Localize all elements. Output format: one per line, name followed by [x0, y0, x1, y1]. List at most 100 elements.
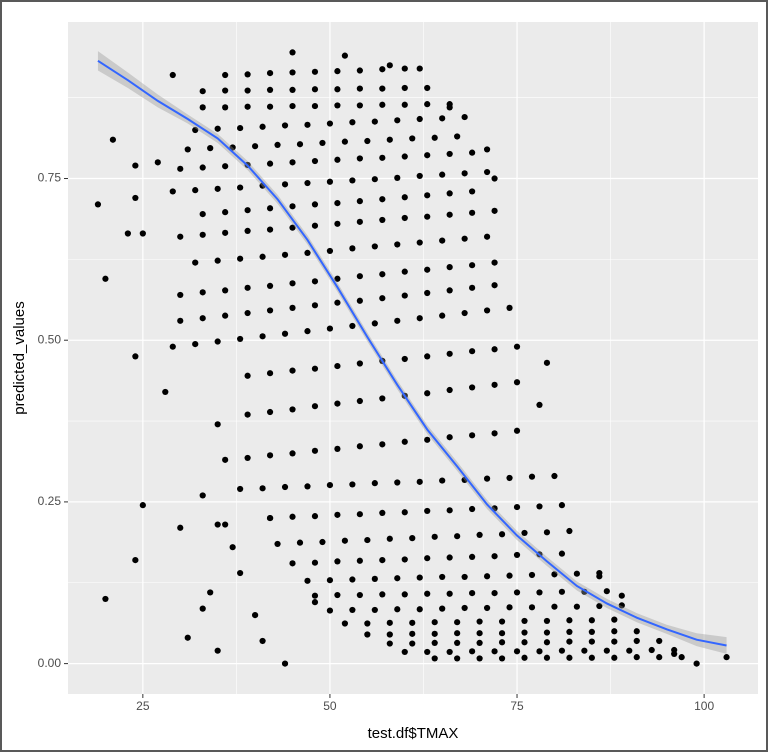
- point: [296, 539, 304, 546]
- point: [581, 647, 588, 654]
- point: [244, 284, 251, 291]
- point: [184, 634, 191, 641]
- point: [424, 289, 431, 297]
- point: [431, 655, 438, 662]
- point: [334, 558, 341, 565]
- point: [566, 628, 573, 636]
- point: [281, 181, 289, 188]
- point: [237, 184, 244, 191]
- point: [266, 103, 274, 110]
- point: [401, 84, 408, 92]
- point: [431, 630, 438, 637]
- point: [334, 199, 341, 207]
- point: [521, 639, 528, 646]
- point: [311, 222, 319, 229]
- point: [446, 590, 453, 597]
- point: [401, 355, 408, 363]
- point: [311, 201, 319, 208]
- point: [656, 637, 663, 645]
- point: [259, 123, 266, 130]
- point: [222, 209, 229, 216]
- point: [439, 115, 446, 122]
- point: [304, 121, 311, 128]
- point: [334, 299, 341, 306]
- point: [177, 524, 184, 531]
- point: [454, 655, 461, 662]
- point: [326, 120, 334, 127]
- point: [222, 521, 229, 528]
- point: [446, 386, 453, 394]
- point: [386, 640, 393, 647]
- point: [483, 475, 491, 482]
- point: [596, 573, 603, 580]
- point: [401, 194, 408, 201]
- point: [169, 343, 176, 350]
- point: [513, 427, 521, 434]
- point: [558, 550, 566, 557]
- point: [379, 196, 386, 203]
- point: [588, 654, 595, 661]
- point: [483, 168, 491, 176]
- point: [424, 555, 431, 562]
- panel: [68, 22, 758, 694]
- point: [289, 304, 296, 311]
- point: [469, 262, 476, 269]
- point: [633, 637, 640, 645]
- point: [311, 513, 319, 520]
- point: [566, 638, 573, 645]
- point: [371, 243, 378, 250]
- point: [349, 322, 356, 330]
- point: [311, 447, 319, 454]
- point: [266, 160, 274, 167]
- point: [469, 149, 476, 156]
- point: [207, 589, 214, 596]
- point: [379, 101, 386, 108]
- point: [326, 607, 334, 614]
- point: [237, 255, 244, 262]
- point: [102, 275, 109, 282]
- point: [341, 620, 348, 627]
- point: [207, 145, 214, 152]
- x-tick-label: 25: [136, 699, 150, 713]
- point: [244, 207, 251, 214]
- point: [311, 365, 319, 372]
- x-tick-label: 50: [323, 699, 337, 713]
- point: [266, 514, 274, 522]
- point: [326, 481, 334, 489]
- point: [289, 69, 296, 76]
- point: [214, 257, 221, 264]
- point: [259, 333, 266, 340]
- point: [536, 401, 543, 408]
- point: [491, 175, 498, 182]
- point: [237, 124, 244, 132]
- point: [274, 141, 281, 148]
- point: [266, 69, 274, 77]
- point: [274, 540, 281, 548]
- point: [469, 384, 476, 391]
- point: [334, 591, 341, 599]
- point: [656, 654, 663, 661]
- point: [558, 502, 566, 509]
- point: [94, 201, 102, 208]
- point: [319, 538, 326, 546]
- point: [356, 67, 363, 74]
- point: [401, 65, 408, 72]
- point: [513, 343, 521, 350]
- point: [558, 588, 566, 595]
- point: [371, 575, 378, 582]
- point: [371, 480, 378, 487]
- point: [491, 259, 498, 266]
- point: [551, 472, 558, 480]
- point: [192, 187, 199, 194]
- point: [304, 577, 311, 584]
- point: [379, 271, 386, 278]
- point: [379, 557, 386, 564]
- point: [439, 171, 446, 178]
- point: [551, 571, 558, 578]
- point: [401, 153, 408, 160]
- point: [222, 287, 229, 294]
- point: [356, 155, 363, 162]
- point: [379, 441, 386, 448]
- point: [379, 591, 386, 598]
